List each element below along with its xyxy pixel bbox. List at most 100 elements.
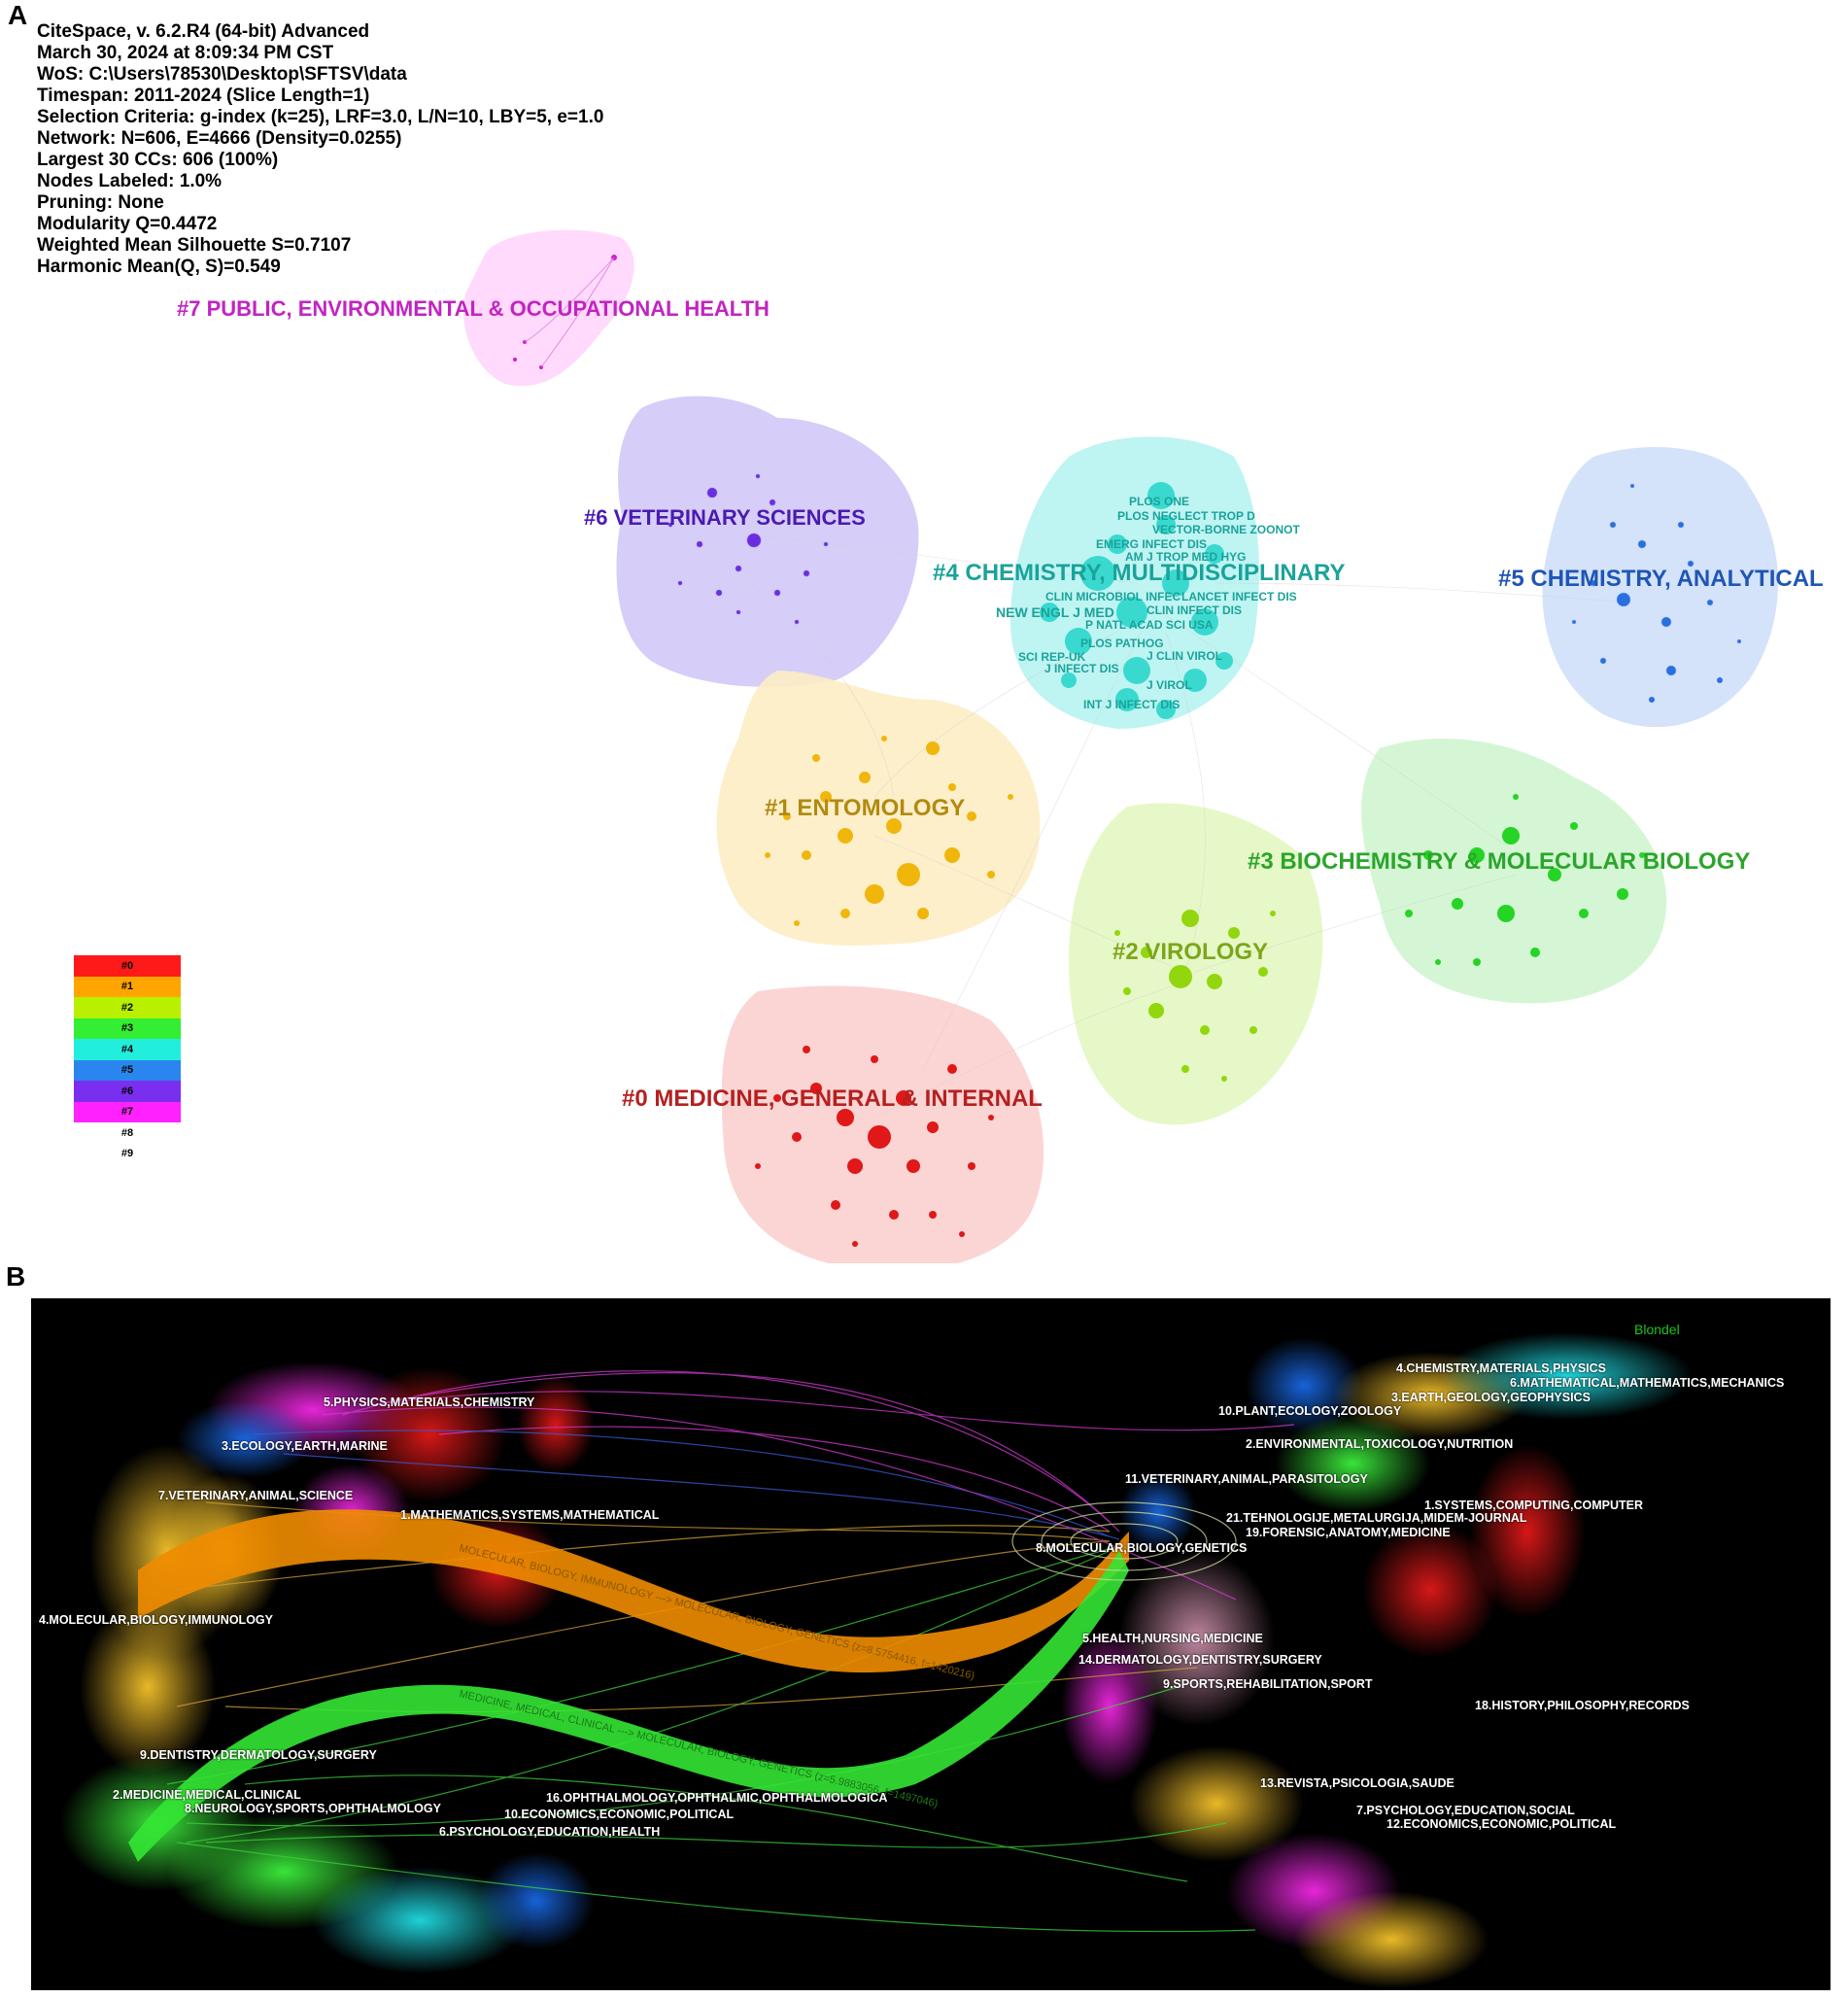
journal-label: CLIN MICROBIOL INFEC — [1045, 590, 1181, 603]
legend-item: #7 — [74, 1101, 181, 1122]
cluster-hull-5 — [1542, 447, 1778, 728]
method-label: Blondel — [1634, 1322, 1680, 1337]
left-map-label: 7.VETERINARY,ANIMAL,SCIENCE — [158, 1489, 354, 1502]
right-map-label: 9.SPORTS,REHABILITATION,SPORT — [1163, 1677, 1373, 1691]
cluster-label-6: #6 VETERINARY SCIENCES — [584, 505, 866, 530]
left-map-label: 2.MEDICINE,MEDICAL,CLINICAL — [113, 1788, 301, 1802]
cluster-3-nodes — [1405, 794, 1645, 966]
right-map-label: 14.DERMATOLOGY,DENTISTRY,SURGERY — [1078, 1653, 1322, 1667]
legend-item: #3 — [74, 1017, 181, 1039]
hub-ellipses — [1011, 1501, 1237, 1581]
right-map-label: 12.ECONOMICS,ECONOMIC,POLITICAL — [1386, 1817, 1617, 1831]
cluster-6-nodes — [667, 473, 829, 625]
meta-line: Nodes Labeled: 1.0% — [37, 171, 222, 191]
meta-line: Timespan: 2011-2024 (Slice Length=1) — [37, 86, 370, 106]
cluster-4-nodes — [1040, 482, 1233, 719]
journal-label: P NATL ACAD SCI USA — [1085, 618, 1214, 632]
flow-molecular-immunology — [138, 1509, 1129, 1673]
right-map-label: 7.PSYCHOLOGY,EDUCATION,SOCIAL — [1356, 1804, 1575, 1817]
right-map-label: 11.VETERINARY,ANIMAL,PARASITOLOGY — [1125, 1472, 1368, 1486]
panel-b-dual-map-overlay: MOLECULAR, BIOLOGY, IMMUNOLOGY ---> MOLE… — [31, 1298, 1831, 1990]
cluster-label-5: #5 CHEMISTRY, ANALYTICAL — [1498, 566, 1824, 592]
cluster-1-nodes — [765, 736, 1013, 926]
meta-line: Weighted Mean Silhouette S=0.7107 — [37, 235, 352, 256]
right-map-label: 21.TEHNOLOGIJE,METALURGIJA,MIDEM-JOURNAL — [1226, 1511, 1527, 1525]
right-map-label: 19.FORENSIC,ANATOMY,MEDICINE — [1246, 1526, 1451, 1539]
journal-label: J VIROL — [1146, 678, 1192, 692]
journal-label: SCI REP-UK — [1018, 650, 1086, 664]
left-map-label: 6.PSYCHOLOGY,EDUCATION,HEALTH — [439, 1825, 661, 1839]
dual-map-canvas: MOLECULAR, BIOLOGY, IMMUNOLOGY ---> MOLE… — [60, 1332, 1693, 1988]
panel-a-letter: A — [8, 0, 28, 30]
journal-label: J INFECT DIS — [1044, 662, 1119, 675]
legend-item: #8 — [74, 1122, 181, 1144]
panel-b-letter: B — [6, 1261, 26, 1292]
left-map-label: 9.DENTISTRY,DERMATOLOGY,SURGERY — [140, 1748, 377, 1762]
meta-line: March 30, 2024 at 8:09:34 PM CST — [37, 43, 334, 63]
left-map-label: 5.PHYSICS,MATERIALS,CHEMISTRY — [324, 1395, 535, 1409]
cluster-label-1: #1 ENTOMOLOGY — [765, 795, 966, 821]
legend-item: #1 — [74, 976, 181, 997]
cluster-label-7: #7 PUBLIC, ENVIRONMENTAL & OCCUPATIONAL … — [177, 296, 770, 321]
cluster-hull-0 — [721, 985, 1044, 1263]
citing-map-left — [60, 1361, 595, 1974]
cluster-network — [462, 229, 1778, 1263]
journal-label: VECTOR-BORNE ZOONOT — [1152, 523, 1300, 536]
journal-label: PLOS ONE — [1129, 495, 1190, 508]
meta-line: CiteSpace, v. 6.2.R4 (64-bit) Advanced — [37, 21, 370, 42]
left-map-label: 10.ECONOMICS,ECONOMIC,POLITICAL — [504, 1808, 735, 1821]
left-map-label: 8.NEUROLOGY,SPORTS,OPHTHALMOLOGY — [185, 1802, 441, 1815]
legend-item: #2 — [74, 997, 181, 1018]
right-map-label: 6.MATHEMATICAL,MATHEMATICS,MECHANICS — [1510, 1376, 1785, 1390]
meta-line: Largest 30 CCs: 606 (100%) — [37, 150, 279, 170]
journal-label: AM J TROP MED HYG — [1125, 550, 1247, 564]
cluster-label-3: #3 BIOCHEMISTRY & MOLECULAR BIOLOGY — [1248, 848, 1751, 875]
left-map-label: 4.MOLECULAR,BIOLOGY,IMMUNOLOGY — [39, 1613, 273, 1627]
flow-medicine-clinical — [128, 1551, 1129, 1862]
right-map-label: 4.CHEMISTRY,MATERIALS,PHYSICS — [1396, 1361, 1606, 1375]
cluster-hull-6 — [616, 396, 919, 688]
legend-item: #5 — [74, 1059, 181, 1081]
journal-label: J CLIN VIROL — [1146, 649, 1223, 663]
meta-line: Network: N=606, E=4666 (Density=0.0255) — [37, 128, 402, 149]
cluster-2-nodes — [1114, 910, 1276, 1082]
right-map-label: 1.SYSTEMS,COMPUTING,COMPUTER — [1424, 1498, 1644, 1512]
right-map-label: 8.MOLECULAR,BIOLOGY,GENETICS — [1036, 1541, 1248, 1555]
left-map-label: 1.MATHEMATICS,SYSTEMS,MATHEMATICAL — [400, 1508, 660, 1522]
legend-item: #6 — [74, 1081, 181, 1102]
right-map-label: 2.ENVIRONMENTAL,TOXICOLOGY,NUTRITION — [1246, 1437, 1514, 1451]
panel-a: A — [8, 0, 1824, 1263]
journal-label: INT J INFECT DIS — [1083, 698, 1181, 711]
right-map-label: 18.HISTORY,PHILOSOPHY,RECORDS — [1475, 1699, 1690, 1712]
cluster-hull-2 — [1069, 803, 1323, 1125]
legend-item: #4 — [74, 1039, 181, 1060]
cluster-label-4: #4 CHEMISTRY, MULTIDISCIPLINARY — [933, 560, 1346, 586]
journal-label: EMERG INFECT DIS — [1096, 537, 1208, 551]
cluster-0-nodes — [755, 1046, 994, 1247]
meta-line: WoS: C:\Users\78530\Desktop\SFTSV\data — [37, 64, 407, 85]
cluster-hull-7 — [462, 229, 634, 387]
journal-label: CLIN INFECT DIS — [1146, 603, 1242, 617]
right-map-label: 13.REVISTA,PSICOLOGIA,SAUDE — [1260, 1776, 1454, 1790]
right-map-label: 5.HEALTH,NURSING,MEDICINE — [1082, 1632, 1263, 1645]
meta-line: Harmonic Mean(Q, S)=0.549 — [37, 257, 281, 277]
journal-label: NEW ENGL J MED — [996, 604, 1114, 620]
journal-label: PLOS NEGLECT TROP D — [1117, 509, 1255, 523]
right-map-label: 3.EARTH,GEOLOGY,GEOPHYSICS — [1391, 1391, 1591, 1404]
meta-line: Selection Criteria: g-index (k=25), LRF=… — [37, 107, 604, 127]
cluster-label-2: #2 VIROLOGY — [1112, 939, 1269, 965]
cluster-7-nodes — [513, 255, 617, 369]
cited-map-right — [1061, 1332, 1693, 1988]
inter-cluster-links — [699, 534, 1633, 1119]
legend-item: #0 — [74, 955, 181, 977]
left-map-label: 16.OPHTHALMOLOGY,OPHTHALMIC,OPHTHALMOLOG… — [546, 1791, 888, 1805]
meta-line: Modularity Q=0.4472 — [37, 214, 218, 234]
journal-label: LANCET INFECT DIS — [1181, 590, 1297, 603]
right-map-label: 10.PLANT,ECOLOGY,ZOOLOGY — [1218, 1404, 1402, 1418]
cluster-hull-1 — [716, 671, 1041, 947]
journal-label: PLOS PATHOG — [1080, 637, 1164, 650]
network-metadata: CiteSpace, v. 6.2.R4 (64-bit) Advanced M… — [37, 21, 603, 278]
cluster-hull-3 — [1361, 739, 1667, 1004]
left-map-label: 3.ECOLOGY,EARTH,MARINE — [222, 1439, 388, 1453]
meta-line: Pruning: None — [37, 192, 164, 213]
